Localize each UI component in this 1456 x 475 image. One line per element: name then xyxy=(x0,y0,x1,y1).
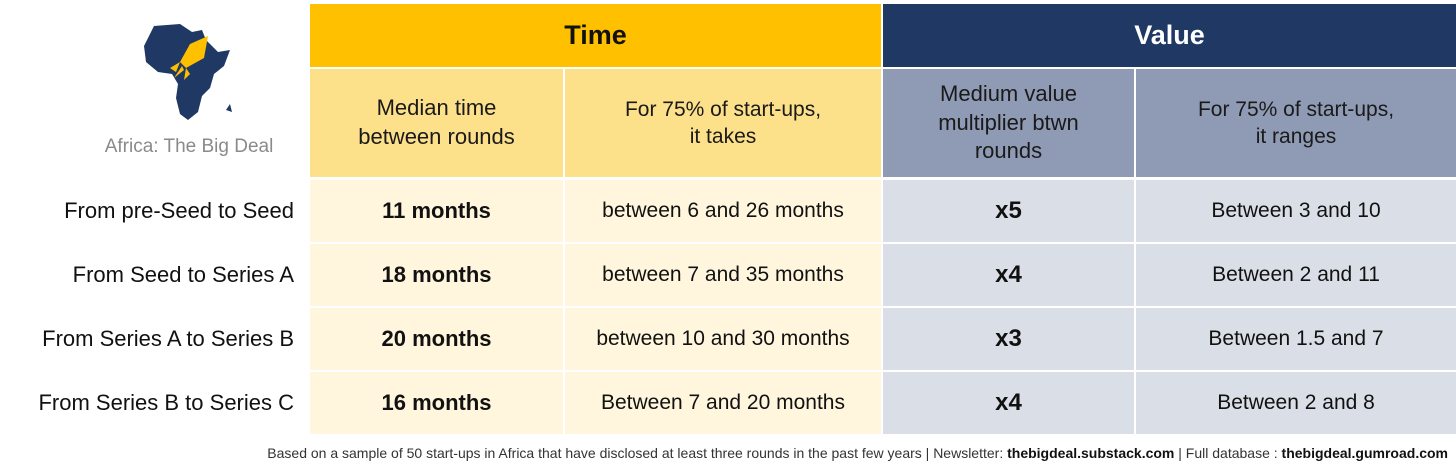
median-time-cell: 16 months xyxy=(310,372,563,434)
time-range-cell: Between 7 and 20 months xyxy=(565,372,881,434)
value-range-header: For 75% of start-ups, it ranges xyxy=(1136,69,1456,177)
time-range-cell: between 7 and 35 months xyxy=(565,244,881,306)
median-time-header: Median time between rounds xyxy=(310,69,563,177)
row-label: From Seed to Series A xyxy=(72,262,294,287)
footnote: Based on a sample of 50 start-ups in Afr… xyxy=(267,445,1448,461)
footnote-text: Based on a sample of 50 start-ups in Afr… xyxy=(267,445,1008,461)
median-time-cell: 20 months xyxy=(310,308,563,370)
median-time-cell: 18 months xyxy=(310,244,563,306)
multiplier-cell: x4 xyxy=(883,372,1134,434)
value-range-cell: Between 1.5 and 7 xyxy=(1136,308,1456,370)
median-time-cell: 11 months xyxy=(310,180,563,242)
multiplier-cell: x4 xyxy=(883,244,1134,306)
logo: Africa: The Big Deal xyxy=(0,0,310,178)
row-label: From Series A to Series B xyxy=(42,326,294,351)
time-range-header: For 75% of start-ups, it takes xyxy=(565,69,881,177)
value-multiplier-header: Medium value multiplier btwn rounds xyxy=(883,69,1134,177)
multiplier-cell: x3 xyxy=(883,308,1134,370)
row-label: From pre-Seed to Seed xyxy=(64,198,294,223)
database-link[interactable]: thebigdeal.gumroad.com xyxy=(1281,445,1448,461)
africa-rocket-logo-icon xyxy=(144,24,232,120)
newsletter-link[interactable]: thebigdeal.substack.com xyxy=(1007,445,1175,461)
multiplier-cell: x5 xyxy=(883,180,1134,242)
value-range-cell: Between 3 and 10 xyxy=(1136,180,1456,242)
time-range-cell: between 6 and 26 months xyxy=(565,180,881,242)
brand-name: Africa: The Big Deal xyxy=(104,136,274,157)
footnote-separator: | Full database : xyxy=(1174,445,1282,461)
value-range-cell: Between 2 and 8 xyxy=(1136,372,1456,434)
row-label: From Series B to Series C xyxy=(38,390,294,415)
time-range-cell: between 10 and 30 months xyxy=(565,308,881,370)
time-header: Time xyxy=(310,4,881,67)
value-range-cell: Between 2 and 11 xyxy=(1136,244,1456,306)
value-header: Value xyxy=(883,4,1456,67)
